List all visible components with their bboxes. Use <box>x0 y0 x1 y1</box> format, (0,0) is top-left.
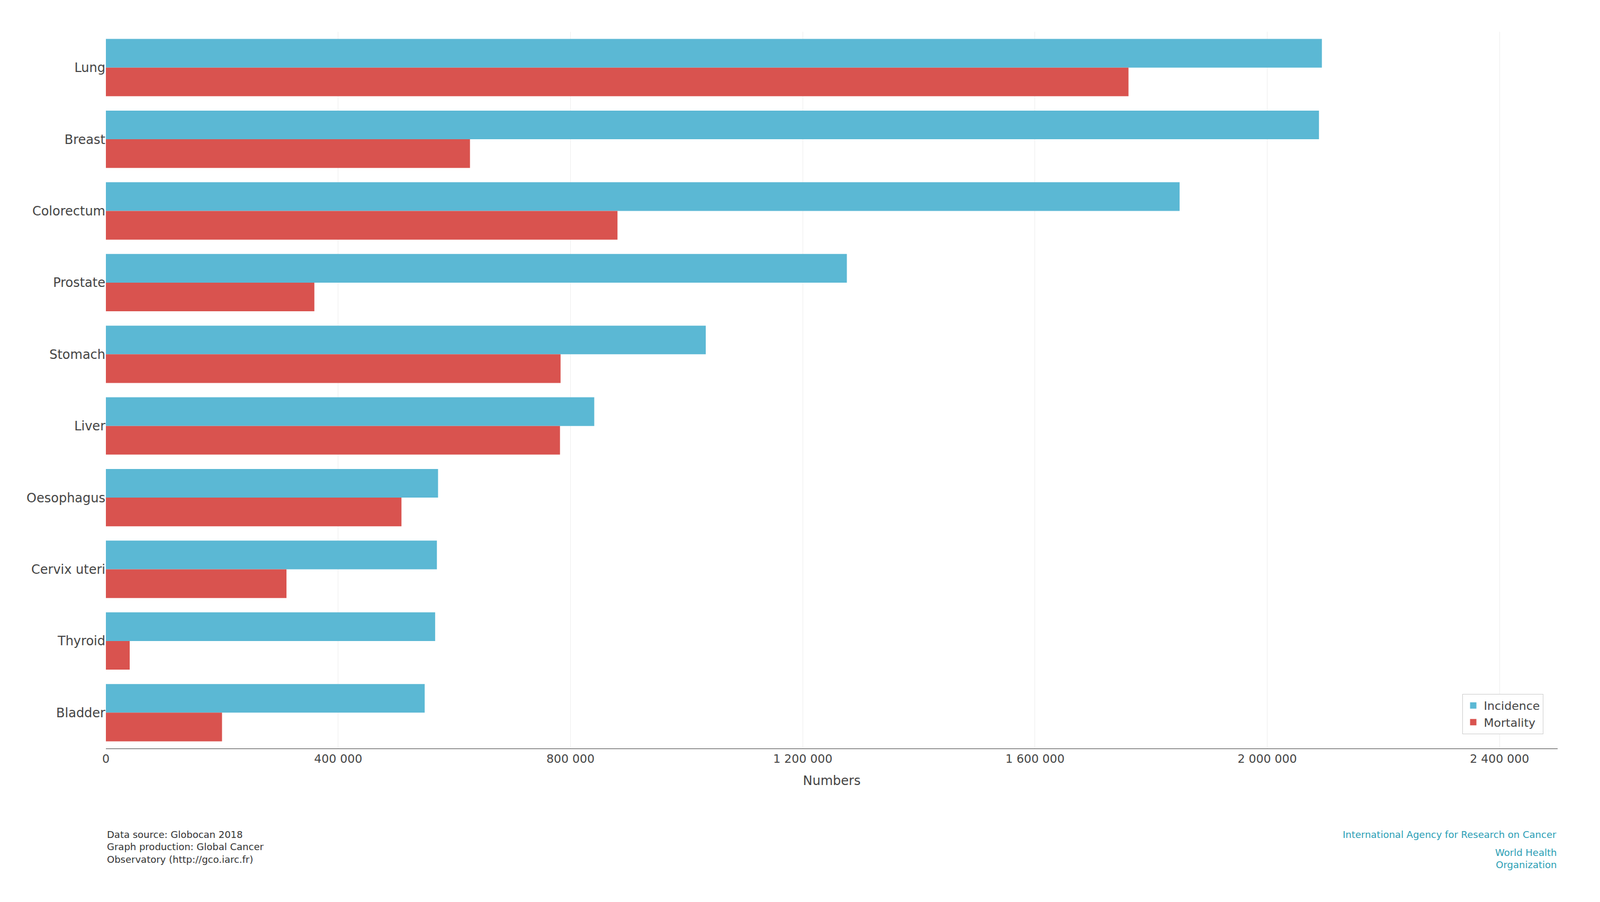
svg-text:Stomach: Stomach <box>49 347 106 363</box>
svg-text:Cervix uteri: Cervix uteri <box>31 562 106 578</box>
svg-text:Lung: Lung <box>74 60 106 76</box>
svg-text:Breast: Breast <box>64 132 106 148</box>
svg-text:Mortality: Mortality <box>1484 716 1536 730</box>
svg-text:400 000: 400 000 <box>313 752 363 766</box>
svg-text:International Agency for Resea: International Agency for Research on Can… <box>1342 829 1557 841</box>
svg-text:Data source: Globocan 2018Grap: Data source: Globocan 2018Graph producti… <box>106 829 264 866</box>
svg-text:1 600 000: 1 600 000 <box>1005 752 1065 766</box>
svg-text:Liver: Liver <box>74 418 106 434</box>
svg-text:Oesophagus: Oesophagus <box>26 490 106 506</box>
svg-text:0: 0 <box>102 752 110 766</box>
svg-text:Bladder: Bladder <box>56 705 106 721</box>
svg-text:Colorectum: Colorectum <box>32 203 106 219</box>
svg-text:Numbers: Numbers <box>803 773 861 789</box>
svg-text:800 000: 800 000 <box>546 752 595 766</box>
svg-text:Incidence: Incidence <box>1484 699 1541 713</box>
svg-text:2 400 000: 2 400 000 <box>1469 752 1530 766</box>
svg-text:2 000 000: 2 000 000 <box>1237 752 1298 766</box>
svg-text:1 200 000: 1 200 000 <box>772 752 833 766</box>
svg-text:Prostate: Prostate <box>52 275 106 291</box>
svg-text:World HealthOrganization: World HealthOrganization <box>1495 847 1557 871</box>
svg-text:Thyroid: Thyroid <box>57 633 106 649</box>
